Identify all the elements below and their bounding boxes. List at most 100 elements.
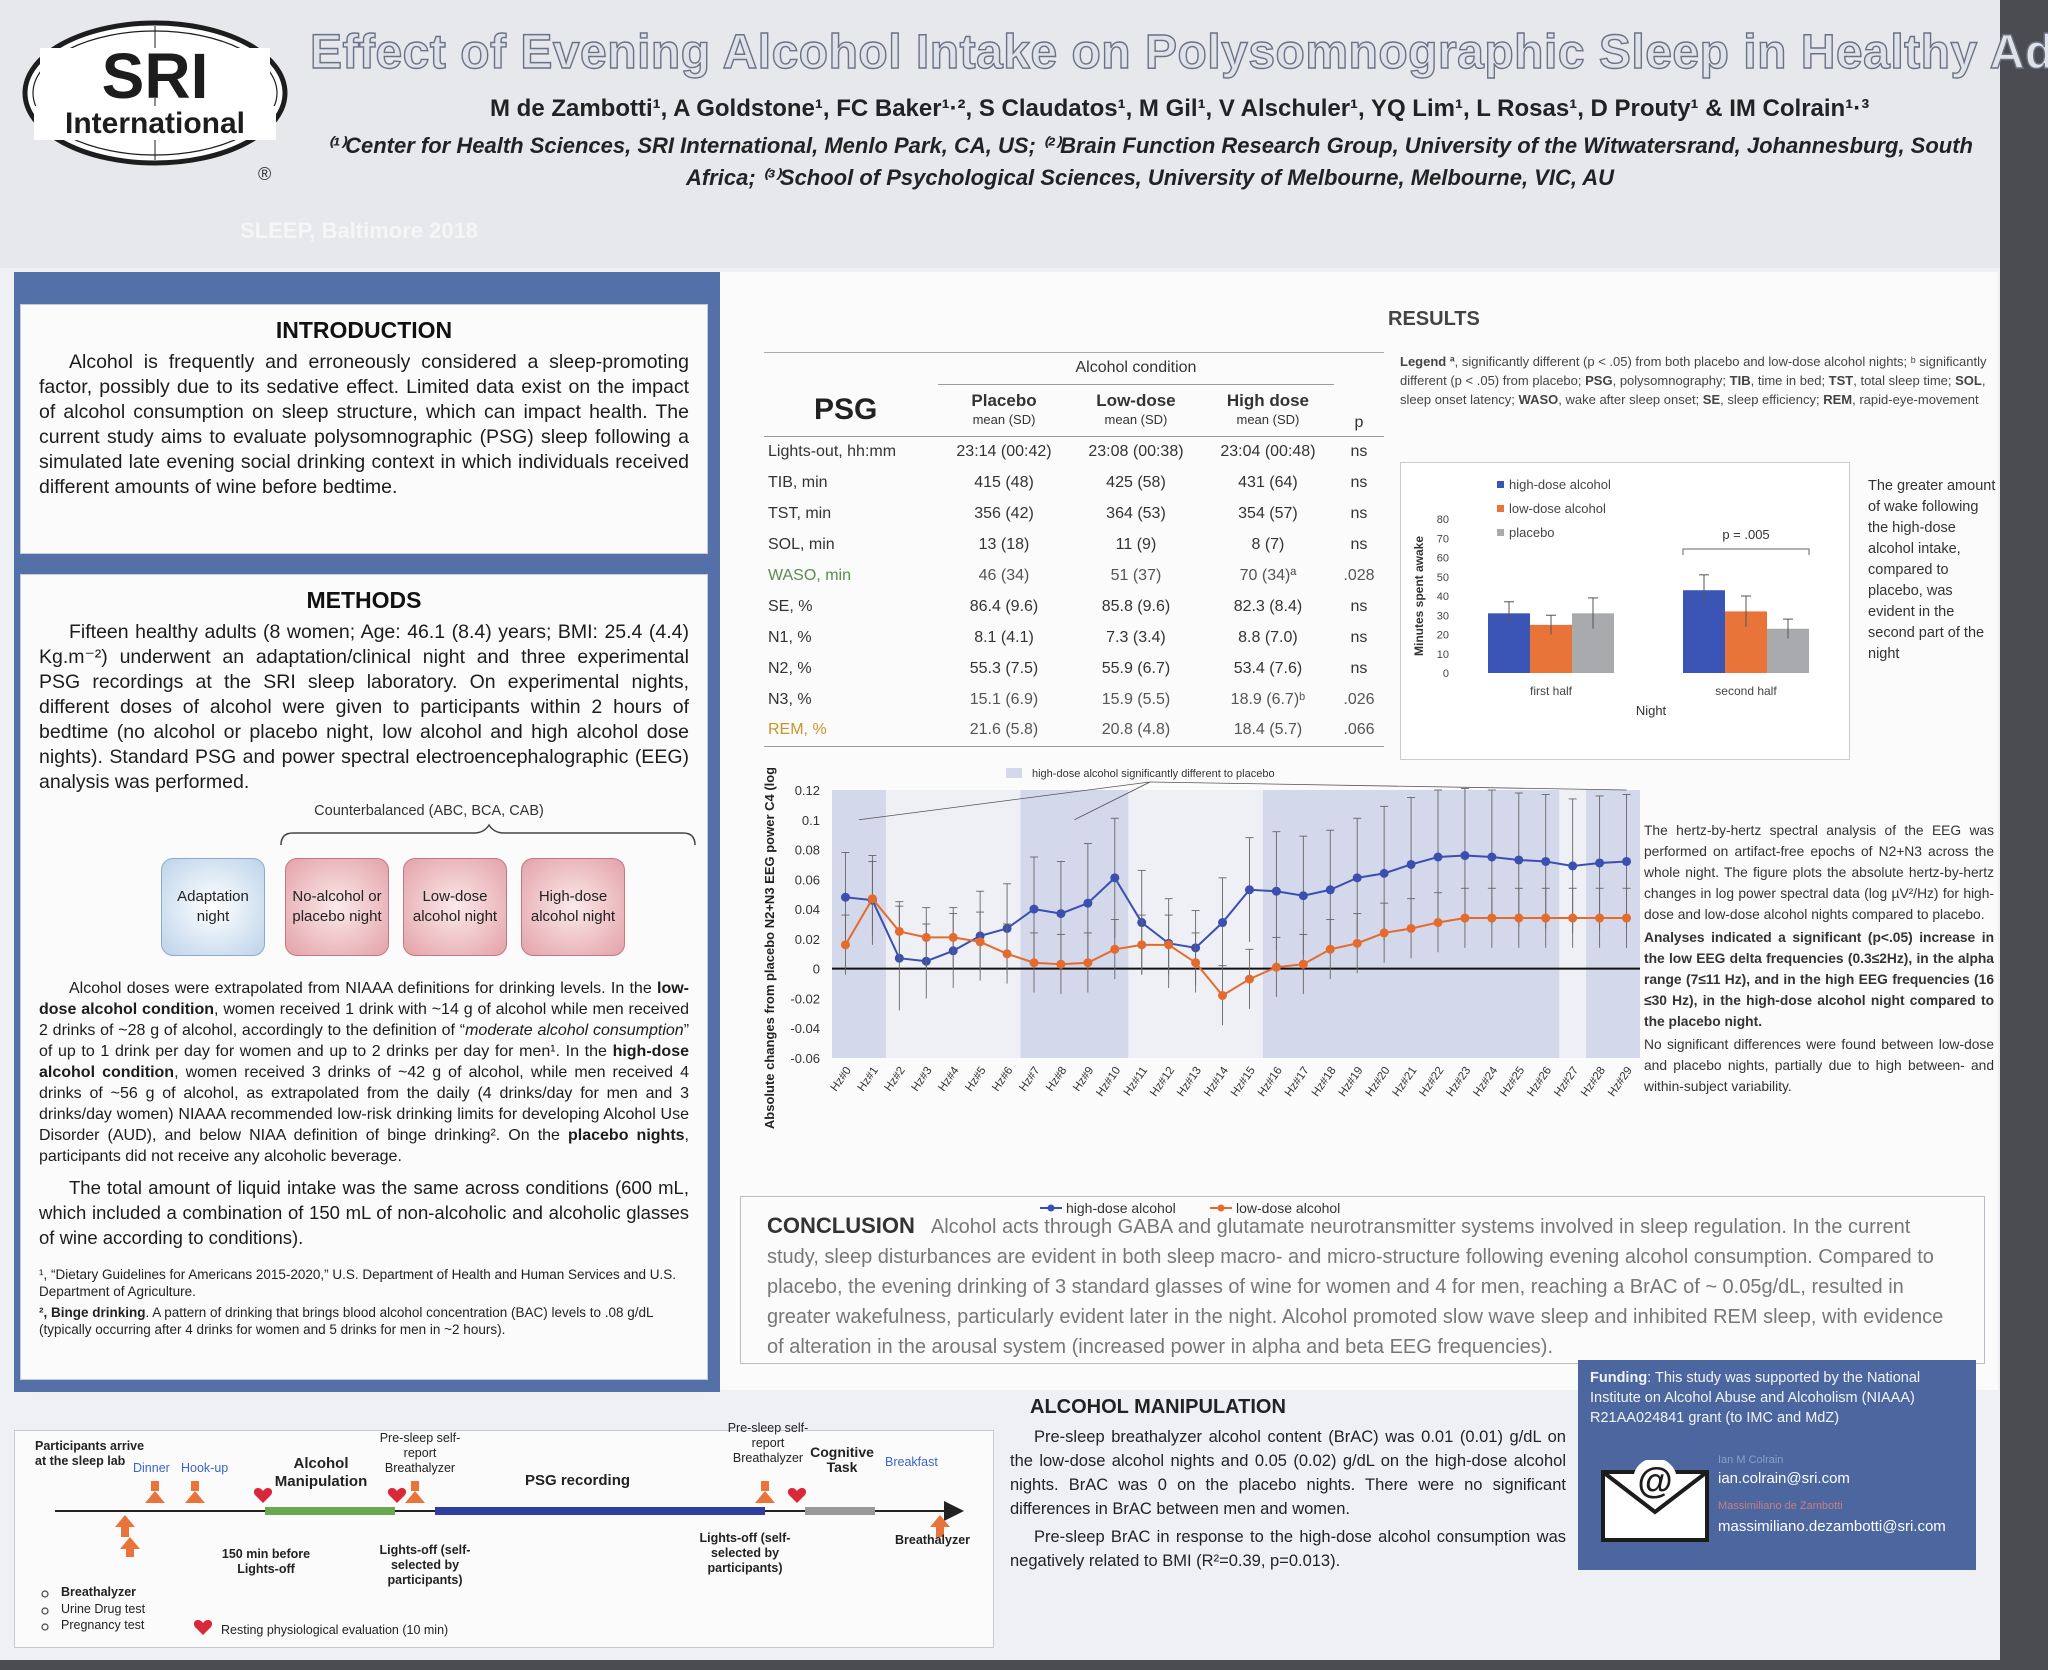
svg-text:@: @: [1637, 1460, 1672, 1501]
line-xtick: Hz#26: [1525, 1065, 1554, 1099]
psg-cell-p: .026: [1343, 690, 1375, 708]
line-point: [1298, 891, 1308, 901]
line-point: [1110, 873, 1120, 883]
psg-cell-high: 354 (57): [1238, 504, 1298, 522]
tl-lightsoff-2: Lights-off (self-selected by participant…: [699, 1531, 791, 1575]
line-point: [1541, 913, 1551, 923]
psg-cell-placebo: 55.3 (7.5): [969, 659, 1039, 677]
line-xtick: Hz#19: [1337, 1065, 1366, 1099]
line-point: [1568, 913, 1578, 923]
bar-ytick: 70: [1437, 533, 1449, 545]
bar-legend-label: placebo: [1509, 525, 1555, 540]
line-point: [1595, 913, 1605, 923]
table-legend: Legend ª, significantly different (p < .…: [1400, 354, 1987, 407]
line-legend-dot: [1047, 1204, 1055, 1212]
line-point: [1622, 913, 1632, 923]
psg-row: N3, % 15.1 (6.9) 15.9 (5.5) 18.9 (6.7)ᵇ .026: [764, 684, 1384, 715]
contact-email-2[interactable]: massimiliano.dezambotti@sri.com: [1718, 1518, 1946, 1535]
night-adaptation: Adaptation night: [161, 858, 265, 956]
bar-ytick: 60: [1437, 553, 1449, 565]
line-point: [1379, 928, 1389, 938]
conclusion-section: CONCLUSION Alcohol acts through GABA and …: [740, 1196, 1985, 1364]
wake-note: The greater amount of wake following the…: [1868, 478, 1996, 662]
bar-ytick: 80: [1437, 514, 1449, 526]
psg-cell-low: 11 (9): [1115, 535, 1157, 553]
contact-email-1[interactable]: ian.colrain@sri.com: [1718, 1470, 1850, 1487]
tl-list-2: Urine Drug test: [61, 1602, 146, 1616]
header: SRI International ® Effect of Evening Al…: [0, 0, 2048, 268]
line-xtick: Hz#7: [1017, 1065, 1042, 1094]
psg-cell-low: 51 (37): [1110, 566, 1162, 584]
bar-ytick: 0: [1443, 668, 1449, 680]
line-shaded-region: [1586, 790, 1640, 1058]
tl-list-3: Pregnancy test: [61, 1618, 145, 1632]
line-xtick: Hz#21: [1391, 1065, 1420, 1099]
line-point: [1029, 904, 1039, 914]
psg-cell-p: .028: [1343, 566, 1375, 584]
tl-presleep-1: Pre-sleep self-report Breathalyzer: [379, 1431, 461, 1475]
psg-row: WASO, min 46 (34) 51 (37) 70 (34)ª .028: [764, 560, 1384, 591]
line-point: [1352, 873, 1362, 883]
line-xtick: Hz#16: [1256, 1065, 1285, 1099]
alcohol-condition-header: Alcohol condition: [938, 353, 1334, 385]
psg-cell-p: ns: [1350, 597, 1368, 615]
counterbalanced-brace: [280, 823, 696, 846]
tl-resting: Resting physiological evaluation (10 min…: [221, 1623, 449, 1637]
psg-row: TST, min 356 (42) 364 (53) 354 (57) ns: [764, 498, 1384, 529]
line-xtick: Hz#6: [990, 1065, 1015, 1094]
funding-box: Funding: This study was supported by the…: [1578, 1360, 1976, 1570]
line-shade-legend-swatch: [1006, 768, 1022, 778]
psg-cell-placebo: 23:14 (00:42): [956, 442, 1052, 460]
psg-cell-p: ns: [1350, 504, 1368, 522]
psg-cell-low: 23:08 (00:38): [1088, 442, 1184, 460]
line-ytick: 0.06: [795, 872, 820, 887]
psg-table-wrap: Alcohol condition PSG Placebo mean (SD) L…: [764, 352, 1384, 747]
logo-sri-text: SRI: [102, 40, 209, 112]
tl-lightsoff-1: Lights-off (self-selected by participant…: [379, 1543, 471, 1587]
psg-row: SE, % 86.4 (9.6) 85.8 (9.6) 82.3 (8.4) ns: [764, 591, 1384, 622]
psg-cell-low: 55.9 (6.7): [1101, 659, 1171, 677]
line-shaded-region: [1020, 790, 1129, 1058]
psg-table: Alcohol condition PSG Placebo mean (SD) L…: [764, 353, 1384, 747]
line-point: [1298, 959, 1308, 969]
bar-ytick: 40: [1437, 591, 1449, 603]
psg-label: PSG: [814, 392, 878, 426]
line-ytick: 0.1: [802, 813, 820, 828]
left-column: INTRODUCTION Alcohol is frequently and e…: [14, 272, 720, 1392]
psg-cell-label: Lights-out, hh:mm: [768, 442, 897, 460]
line-ytick: 0.12: [795, 783, 820, 798]
line-point: [840, 940, 850, 950]
line-point: [975, 937, 985, 947]
line-xtick: Hz#14: [1202, 1064, 1231, 1099]
line-xtick: Hz#1: [856, 1065, 881, 1094]
funding-text: Funding: This study was supported by the…: [1590, 1370, 1921, 1426]
line-point: [1056, 909, 1066, 919]
psg-cell-high: 431 (64): [1238, 473, 1298, 491]
line-point: [1514, 913, 1524, 923]
line-point: [1244, 885, 1254, 895]
line-point: [1164, 940, 1174, 950]
line-xtick: Hz#10: [1094, 1065, 1123, 1099]
line-ytick: -0.06: [790, 1051, 820, 1066]
line-point: [921, 932, 931, 942]
psg-cell-high: 18.4 (5.7): [1233, 721, 1303, 739]
line-ytick: 0.04: [795, 902, 820, 917]
line-xtick: Hz#9: [1071, 1065, 1096, 1094]
line-xtick: Hz#2: [883, 1065, 908, 1094]
psg-row: Lights-out, hh:mm 23:14 (00:42) 23:08 (00:…: [764, 436, 1384, 467]
psg-row: REM, % 21.6 (5.8) 20.8 (4.8) 18.4 (5.7) .066: [764, 715, 1384, 746]
bar-legend-swatch: [1497, 481, 1504, 488]
design-diagram: Counterbalanced (ABC, BCA, CAB) Adaptati…: [39, 803, 696, 978]
bar-ytick: 30: [1437, 610, 1449, 622]
counterbalanced-label: Counterbalanced (ABC, BCA, CAB): [314, 803, 544, 819]
introduction-heading: INTRODUCTION: [275, 317, 453, 343]
line-xtick: Hz#17: [1283, 1065, 1312, 1099]
col-p: p: [1354, 413, 1364, 431]
bar-category-label: second half: [1715, 684, 1777, 698]
bar-ytick: 50: [1437, 572, 1449, 584]
psg-cell-high: 53.4 (7.6): [1233, 659, 1303, 677]
line-xtick: Hz#8: [1044, 1065, 1069, 1094]
night-placebo: No-alcohol or placebo night: [285, 858, 389, 956]
introduction-section: INTRODUCTION Alcohol is frequently and e…: [20, 304, 708, 554]
